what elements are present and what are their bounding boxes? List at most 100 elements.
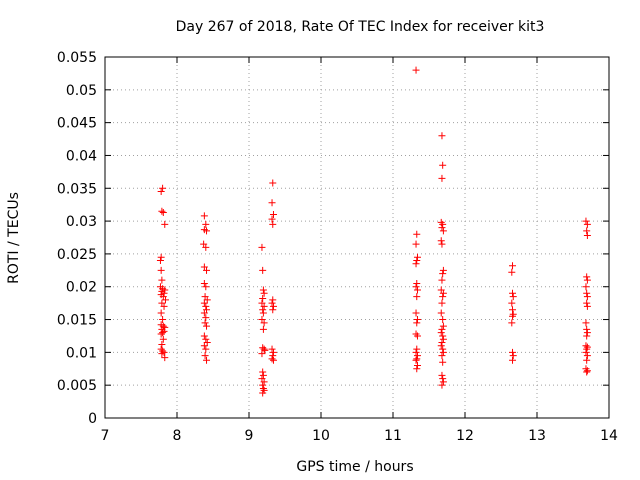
data-point: [583, 302, 591, 310]
data-point: [260, 289, 268, 297]
data-point: [156, 256, 164, 264]
data-point: [413, 319, 421, 327]
data-point: [437, 309, 445, 317]
data-point: [160, 302, 168, 310]
data-point: [439, 375, 447, 383]
data-point: [268, 355, 276, 363]
data-point: [413, 230, 421, 238]
data-point: [438, 240, 446, 248]
data-point: [269, 220, 277, 228]
data-point: [508, 268, 516, 276]
data-point: [439, 348, 447, 356]
data-point: [201, 319, 209, 327]
y-tick-label: 0.04: [66, 148, 97, 164]
data-point: [202, 314, 210, 322]
data-point: [412, 240, 420, 248]
data-point: [582, 348, 590, 356]
data-point: [200, 309, 208, 317]
data-point: [200, 342, 208, 350]
data-point: [158, 340, 166, 348]
data-point: [203, 356, 211, 364]
data-point: [413, 256, 421, 264]
data-point: [582, 283, 590, 291]
data-point: [261, 346, 269, 354]
y-tick-label: 0.005: [57, 378, 97, 394]
data-point: [583, 289, 591, 297]
data-point: [413, 345, 421, 353]
y-tick-label: 0.01: [66, 345, 97, 361]
data-point: [259, 309, 267, 317]
y-axis-label: ROTI / TECUs: [6, 192, 22, 284]
x-tick-label: 10: [312, 428, 330, 444]
data-point: [412, 283, 420, 291]
data-point: [438, 132, 446, 140]
data-point: [202, 335, 210, 343]
chart-title: Day 267 of 2018, Rate Of TEC Index for r…: [176, 19, 545, 35]
data-point: [269, 179, 277, 187]
data-point: [158, 350, 166, 358]
data-point: [439, 227, 447, 235]
data-point: [439, 345, 447, 353]
data-point: [509, 352, 517, 360]
data-point: [438, 371, 446, 379]
data-point: [439, 332, 447, 340]
data-point: [159, 335, 167, 343]
data-point: [259, 295, 267, 303]
data-point: [438, 381, 446, 389]
data-point: [583, 227, 591, 235]
data-point: [438, 276, 446, 284]
data-point: [203, 227, 211, 235]
data-point: [259, 368, 267, 376]
data-point: [583, 232, 591, 240]
data-point: [509, 356, 517, 364]
data-point: [269, 356, 277, 364]
data-point: [412, 66, 420, 74]
data-point: [439, 322, 447, 330]
data-point: [508, 299, 516, 307]
y-tick-label: 0.03: [66, 214, 97, 230]
data-point: [161, 286, 169, 294]
data-point: [413, 352, 421, 360]
data-point: [439, 378, 447, 386]
data-point: [583, 356, 591, 364]
data-point: [413, 355, 421, 363]
data-point: [269, 306, 277, 314]
data-point: [202, 243, 210, 251]
data-point: [413, 332, 421, 340]
data-point: [203, 322, 211, 330]
data-point: [202, 302, 210, 310]
data-point: [412, 260, 420, 268]
x-tick-label: 8: [173, 428, 182, 444]
data-point: [161, 354, 169, 362]
data-point: [269, 211, 277, 219]
data-point: [583, 220, 591, 228]
x-tick-label: 7: [101, 428, 110, 444]
data-point: [159, 209, 167, 217]
y-tick-label: 0: [88, 411, 97, 427]
data-point: [413, 361, 421, 369]
data-point: [159, 329, 167, 337]
data-point: [202, 220, 210, 228]
data-point: [260, 302, 268, 310]
data-point: [412, 309, 420, 317]
x-tick-label: 13: [528, 428, 546, 444]
data-point: [438, 325, 446, 333]
x-tick-label: 9: [245, 428, 254, 444]
data-point: [413, 365, 421, 373]
data-point: [509, 293, 517, 301]
data-point: [259, 286, 267, 294]
data-point: [201, 352, 209, 360]
data-point: [161, 220, 169, 228]
data-point: [258, 243, 266, 251]
y-tick-label: 0.02: [66, 280, 97, 296]
data-point: [159, 316, 167, 324]
data-point: [438, 299, 446, 307]
data-point: [583, 276, 591, 284]
data-point: [203, 339, 211, 347]
data-point: [157, 188, 165, 196]
y-tick-label: 0.015: [57, 313, 97, 329]
data-point: [439, 270, 447, 278]
tick-labels: 7 8 9 10 11 12 13 14 0 0.005 0.01 0.015 0.02 0.025 0.0…: [57, 50, 618, 444]
data-point: [268, 215, 276, 223]
